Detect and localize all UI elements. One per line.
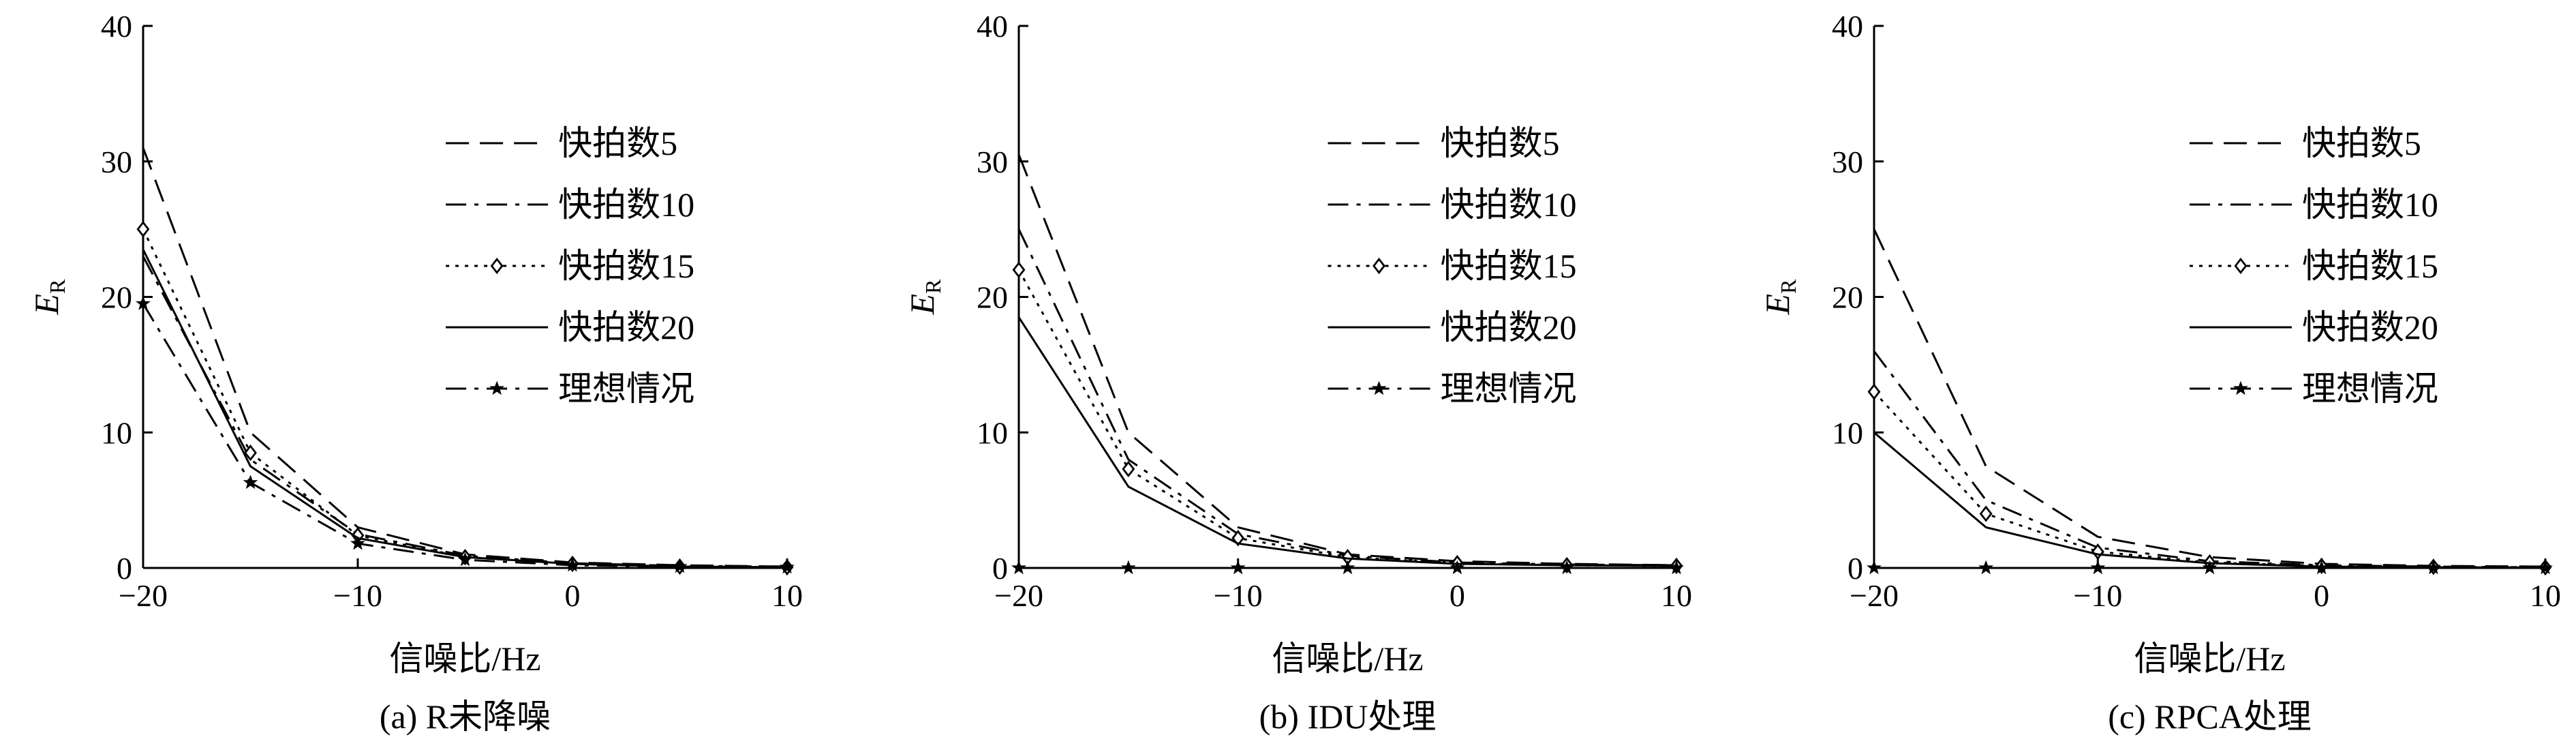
chart-panel-3: 0 10 20 30 40 −20 −10 0 10 快拍数5 快拍数10 快拍数15 快拍数20 理想情… xyxy=(1758,9,2561,736)
x-axis-label: 信噪比/Hz xyxy=(2134,640,2285,678)
x-tick-label: 10 xyxy=(771,578,803,613)
legend-label-3: 快拍数15 xyxy=(1441,247,1577,285)
series-point-star xyxy=(1121,560,1135,574)
legend-label-2: 快拍数10 xyxy=(558,185,694,224)
series-line-3 xyxy=(1017,269,1677,567)
y-tick-label: 0 xyxy=(992,551,1008,586)
series-line-3 xyxy=(1873,391,2546,569)
y-tick-label: 0 xyxy=(1847,551,1863,586)
panel-caption: (a) R未降噪 xyxy=(380,698,551,736)
y-axis-label: ER xyxy=(27,279,70,316)
y-tick-label: 10 xyxy=(977,415,1008,450)
y-tick-label: 30 xyxy=(101,145,132,179)
legend-label-4: 快拍数20 xyxy=(2302,308,2438,346)
series-line-2 xyxy=(142,256,788,568)
series-point-star xyxy=(2091,560,2105,574)
x-tick-label: 10 xyxy=(2530,578,2561,613)
series-point-star xyxy=(1231,560,1245,574)
x-tick-label: −20 xyxy=(1850,578,1899,613)
x-tick-label: −10 xyxy=(2073,578,2122,613)
series-point-star xyxy=(1979,560,1993,574)
y-axis-label-main: E xyxy=(1758,294,1796,316)
legend-label-3: 快拍数15 xyxy=(2302,247,2438,285)
series-point-star xyxy=(1340,560,1355,574)
legend-marker xyxy=(490,381,504,395)
legend-label-5: 理想情况 xyxy=(1441,370,1577,408)
x-tick-label: 10 xyxy=(1661,578,1692,613)
legend-label-1: 快拍数5 xyxy=(1441,124,1560,162)
x-axis-label: 信噪比/Hz xyxy=(1272,640,1423,678)
series-line-1 xyxy=(1873,228,2546,568)
chart-panel-2: 0 10 20 30 40 −20 −10 0 10 快拍数5 快拍数10 快拍数15 快拍数20 理想情… xyxy=(903,9,1692,736)
legend-label-5: 理想情况 xyxy=(558,370,694,408)
x-tick-label: 0 xyxy=(1450,578,1465,613)
y-tick-label: 30 xyxy=(1832,145,1863,179)
x-tick-label: −20 xyxy=(994,578,1043,613)
legend-label-2: 快拍数10 xyxy=(2302,185,2438,224)
y-tick-label: 30 xyxy=(977,145,1008,179)
y-axis-label-sub: R xyxy=(921,279,945,294)
y-tick-label: 20 xyxy=(1832,280,1863,315)
x-axis-label: 信噪比/Hz xyxy=(389,640,540,678)
legend-label-4: 快拍数20 xyxy=(1441,308,1577,346)
x-tick-label: −10 xyxy=(333,578,382,613)
x-tick-label: 0 xyxy=(2314,578,2329,613)
legend-marker xyxy=(1372,381,1386,395)
series-line-4 xyxy=(1017,316,1677,567)
series-line-2 xyxy=(1017,228,1677,567)
series-line-4 xyxy=(142,249,788,569)
y-axis-label-main: E xyxy=(903,294,941,316)
y-axis-label-sub: R xyxy=(45,279,70,294)
y-tick-label: 10 xyxy=(1832,415,1863,450)
y-tick-label: 20 xyxy=(977,280,1008,315)
series-point-diamond xyxy=(1012,262,1026,278)
y-tick-label: 40 xyxy=(101,9,132,44)
series-line-4 xyxy=(1873,432,2546,569)
y-tick-label: 10 xyxy=(101,415,132,450)
legend-label-2: 快拍数10 xyxy=(1441,185,1577,224)
x-tick-label: 0 xyxy=(565,578,581,613)
series-point-diamond xyxy=(1980,506,1993,522)
series-line-1 xyxy=(1017,154,1677,567)
y-axis-label-sub: R xyxy=(1776,279,1800,294)
panel-caption: (b) IDU处理 xyxy=(1259,698,1437,736)
y-tick-label: 0 xyxy=(117,551,132,586)
x-tick-label: −20 xyxy=(119,578,168,613)
y-tick-label: 40 xyxy=(1832,9,1863,44)
legend-label-1: 快拍数5 xyxy=(2302,124,2421,162)
y-axis-label: ER xyxy=(1758,279,1800,316)
series-point-diamond xyxy=(136,221,150,237)
legend-label-5: 理想情况 xyxy=(2302,370,2438,408)
y-tick-label: 20 xyxy=(101,280,132,315)
x-tick-label: −10 xyxy=(1214,578,1263,613)
legend-label-4: 快拍数20 xyxy=(558,308,694,346)
y-axis-label-main: E xyxy=(27,294,65,316)
series-point-star xyxy=(1867,560,1881,574)
y-tick-label: 40 xyxy=(977,9,1008,44)
chart-panel-1: 0 10 20 30 40 −20 −10 0 10 快拍数5 快拍数10 快拍数15 快拍数20 理想情… xyxy=(27,9,803,736)
series-point-star xyxy=(1012,560,1026,574)
legend-marker xyxy=(2234,258,2248,274)
series-line-2 xyxy=(1873,350,2546,569)
legend-marker xyxy=(2233,381,2248,395)
series-point-diamond xyxy=(1867,384,1881,400)
y-axis-label: ER xyxy=(903,279,945,316)
legend-marker xyxy=(491,258,504,274)
legend-label-1: 快拍数5 xyxy=(558,124,677,162)
legend-marker xyxy=(1373,258,1385,274)
panel-caption: (c) RPCA处理 xyxy=(2108,698,2312,736)
legend-label-3: 快拍数15 xyxy=(558,247,694,285)
